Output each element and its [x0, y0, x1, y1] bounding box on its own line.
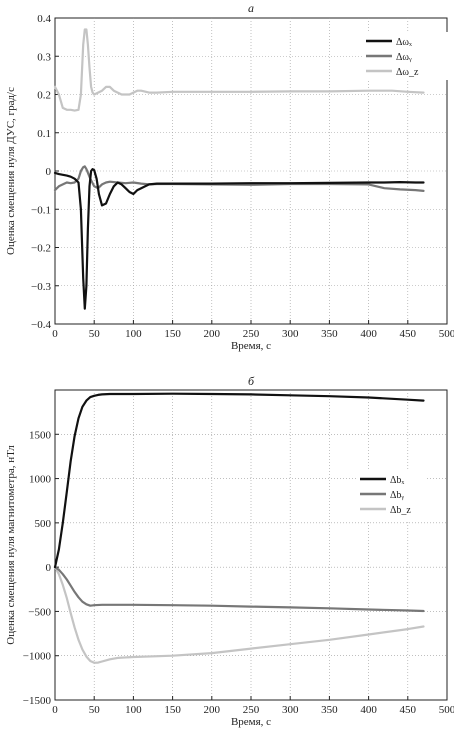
y-tick-label: 1000: [29, 474, 52, 486]
x-tick-label: 100: [125, 328, 142, 340]
x-tick-label: 350: [321, 704, 338, 716]
y-axis-label: Оценка смещения нуля магнитометра, нТл: [5, 445, 17, 645]
x-tick-label: 150: [164, 704, 181, 716]
y-tick-label: 0.1: [37, 128, 51, 140]
x-tick-label: 300: [282, 704, 299, 716]
y-tick-label: 0.4: [37, 13, 51, 25]
x-tick-label: 250: [243, 328, 260, 340]
series-line-3: [53, 28, 425, 112]
legend-entry-label: Δωᵧ: [396, 52, 412, 63]
x-axis-label: Время, с: [231, 716, 271, 728]
panel-title: б: [248, 374, 255, 388]
x-tick-label: 450: [400, 704, 417, 716]
y-tick-label: −1000: [23, 651, 52, 663]
y-tick-label: 0: [46, 166, 52, 178]
y-tick-label: −0.3: [31, 281, 51, 293]
y-tick-label: −1500: [23, 695, 52, 707]
chart-2: 0 50 100 150 200 250 300 350 400 450 500 −1500 −1000…: [5, 374, 454, 728]
series-line-1: [53, 168, 425, 310]
y-tick-label: −500: [28, 606, 51, 618]
x-tick-label: 300: [282, 328, 299, 340]
y-tick-label: 0: [46, 562, 52, 574]
y-tick-label: 0.3: [37, 51, 51, 63]
x-tick-label: 200: [204, 704, 221, 716]
x-tick-label: 0: [52, 328, 58, 340]
y-tick-label: 1500: [29, 429, 52, 441]
chart-1: 0 50 100 150 200 250 300 350 400 450 500 −0.4 −0.3 −0…: [5, 1, 454, 352]
x-tick-label: 50: [89, 328, 101, 340]
series-line-3: [53, 565, 425, 664]
legend-entry-label: Δb_z: [390, 505, 411, 516]
legend-entry-label: Δωₓ: [396, 37, 412, 48]
x-tick-label: 400: [360, 328, 377, 340]
x-tick-label: 500: [439, 704, 454, 716]
x-tick-label: 100: [125, 704, 142, 716]
y-axis-label: Оценка смещения нуля ДУС, град/с: [5, 87, 17, 255]
x-axis-label: Время, с: [231, 340, 271, 352]
x-tick-label: 250: [243, 704, 260, 716]
y-tick-label: −0.2: [31, 243, 51, 255]
legend-entry-label: Δω_z: [396, 67, 419, 78]
x-tick-label: 150: [164, 328, 181, 340]
y-tick-label: −0.4: [31, 319, 51, 331]
series-line-1: [53, 392, 425, 569]
x-tick-label: 500: [439, 328, 454, 340]
x-tick-label: 0: [52, 704, 58, 716]
x-tick-label: 400: [360, 704, 377, 716]
legend-entry-label: Δbᵧ: [390, 490, 404, 501]
legend-entry-label: Δbₓ: [390, 475, 404, 486]
series-line-2: [53, 565, 425, 613]
y-tick-label: 0.2: [37, 90, 51, 102]
panel-title: а: [248, 1, 254, 15]
x-tick-label: 350: [321, 328, 338, 340]
x-tick-label: 50: [89, 704, 101, 716]
x-tick-label: 450: [400, 328, 417, 340]
plot-frame: [54, 389, 448, 701]
y-tick-label: −0.1: [31, 204, 51, 216]
x-tick-label: 200: [204, 328, 221, 340]
y-tick-label: 500: [35, 518, 52, 530]
